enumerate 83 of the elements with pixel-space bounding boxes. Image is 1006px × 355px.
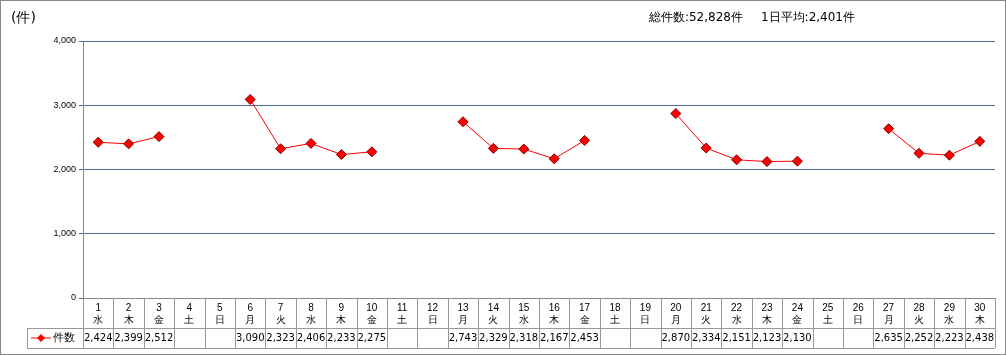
x-tick-label: 20 月 — [670, 301, 682, 325]
data-label: 2,635 — [874, 331, 903, 343]
x-tick-label: 4 土 — [184, 301, 195, 325]
x-tick-label: 12 日 — [427, 301, 439, 325]
x-tick-label: 8 水 — [306, 301, 316, 325]
x-tick-label: 23 木 — [761, 301, 773, 325]
point — [791, 155, 803, 167]
y-axis-title: (件) — [11, 9, 36, 27]
point — [548, 153, 560, 165]
x-tick-label: 28 火 — [913, 301, 925, 325]
text: 1日平均:2,401件 — [760, 10, 855, 24]
x-tick-label: 16 木 — [548, 301, 561, 325]
point — [457, 116, 469, 128]
data-label: 2,323 — [266, 331, 295, 343]
data-label: 2,151 — [722, 331, 751, 343]
x-tick-label: 5 日 — [214, 301, 225, 325]
legend-label: 件数 — [53, 330, 75, 344]
point — [943, 149, 955, 161]
point — [670, 108, 682, 120]
x-tick-label: 3 金 — [154, 301, 164, 325]
y-tick-label: 3,000 — [53, 99, 76, 110]
x-tick-label: 22 水 — [731, 301, 743, 325]
data-label: 3,090 — [235, 331, 265, 343]
point — [579, 134, 591, 146]
point — [335, 149, 347, 161]
point — [518, 143, 530, 155]
data-label: 2,252 — [904, 331, 934, 343]
point — [883, 123, 895, 135]
point — [487, 142, 499, 154]
point — [92, 136, 104, 148]
data-label: 2,512 — [144, 331, 174, 343]
text: 総件数:52,828件 — [648, 10, 743, 24]
y-tick-label: 2,000 — [53, 163, 76, 174]
x-tick-label: 13 月 — [457, 301, 469, 325]
data-label: 2,870 — [661, 331, 691, 343]
x-tick-label: 7 火 — [275, 301, 286, 325]
data-label: 2,743 — [448, 331, 478, 343]
data-label: 2,233 — [327, 331, 356, 343]
x-tick-label: 2 木 — [123, 301, 134, 325]
x-tick-label: 24 金 — [791, 301, 804, 325]
y-tick-label: 1,000 — [53, 228, 76, 239]
x-tick-label: 11 土 — [397, 301, 408, 325]
point — [244, 93, 256, 105]
data-label: 2,318 — [509, 331, 539, 343]
data-label: 2,406 — [296, 331, 326, 343]
point — [153, 131, 165, 143]
x-tick-label: 18 土 — [609, 301, 621, 325]
x-tick-label: 21 火 — [700, 301, 713, 325]
data-label: 2,424 — [83, 331, 113, 343]
point — [366, 146, 378, 158]
data-label: 2,223 — [935, 331, 964, 343]
x-tick-label: 9 木 — [336, 301, 347, 325]
point — [974, 135, 986, 147]
x-tick-label: 6 月 — [245, 301, 256, 325]
point — [761, 156, 773, 168]
data-label: 2,329 — [479, 331, 508, 343]
x-tick-label: 19 日 — [639, 301, 652, 325]
x-tick-label: 10 金 — [366, 301, 378, 325]
y-tick-label: 0 — [70, 292, 76, 303]
data-label: 2,453 — [570, 331, 599, 343]
data-label: 2,167 — [539, 331, 569, 343]
x-tick-label: 14 火 — [487, 301, 500, 325]
x-tick-label: 30 木 — [974, 301, 986, 325]
data-label: 2,438 — [965, 331, 995, 343]
data-label: 2,334 — [691, 331, 721, 343]
point — [913, 147, 925, 159]
x-tick-label: 25 土 — [822, 301, 834, 325]
point — [123, 138, 135, 150]
point — [275, 143, 287, 155]
point — [305, 137, 317, 149]
y-tick-label: 4,000 — [53, 35, 76, 46]
x-tick-label: 17 金 — [579, 301, 591, 325]
point — [700, 142, 712, 154]
data-label: 2,130 — [783, 331, 812, 343]
data-label: 2,399 — [114, 331, 143, 343]
x-tick-label: 29 水 — [943, 301, 956, 325]
x-tick-label: 26 日 — [852, 301, 865, 325]
x-tick-label: 15 水 — [518, 301, 530, 325]
data-label: 2,123 — [752, 331, 782, 343]
x-tick-label: 27 月 — [883, 301, 895, 325]
x-tick-label: 1 水 — [93, 301, 104, 325]
data-label: 2,275 — [357, 331, 387, 343]
point — [731, 154, 743, 166]
